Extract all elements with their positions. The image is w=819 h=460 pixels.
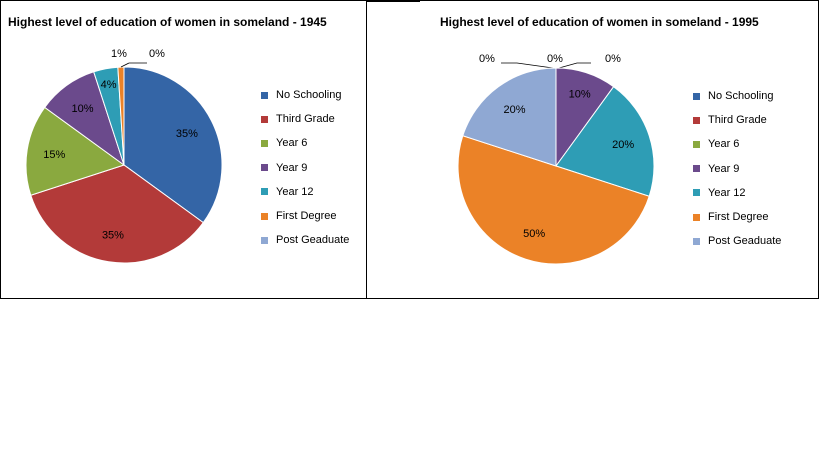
legend-label: Post Geaduate (708, 235, 782, 248)
chart-1945: Highest level of education of women in s… (0, 0, 367, 299)
legend-item: First Degree (261, 204, 349, 228)
legend-swatch (693, 213, 700, 221)
legend-item: Year 12 (693, 181, 781, 205)
legend-label: Third Grade (708, 114, 767, 127)
legend-label: Post Geaduate (276, 234, 350, 247)
pie-slice-year-6 (25, 106, 126, 196)
legend-swatch (693, 165, 700, 173)
legend-label: No Schooling (708, 90, 774, 103)
pie-slice-first-degree (117, 66, 125, 166)
chart-legend: No Schooling Third Grade Year 6 Year 9 Year … (261, 83, 349, 252)
pie-slice-first-degree (457, 135, 650, 265)
divider (366, 0, 420, 2)
legend-swatch (693, 92, 700, 100)
pie-slice-third-grade (30, 164, 204, 264)
data-label: 1% (111, 48, 127, 60)
legend-item: Year 9 (261, 156, 349, 180)
legend-swatch (261, 139, 268, 147)
legend-item: Year 12 (261, 180, 349, 204)
legend-item: Post Geaduate (261, 228, 349, 252)
chart-title: Highest level of education of women in s… (8, 15, 327, 29)
legend-swatch (261, 164, 268, 172)
data-label: 35% (176, 128, 198, 140)
legend-label: No Schooling (276, 89, 342, 102)
legend-item: Post Geaduate (693, 229, 781, 253)
legend-swatch (261, 236, 268, 244)
legend-swatch (693, 237, 700, 245)
pie-slice-year-12 (555, 86, 655, 197)
legend-label: Year 6 (276, 137, 308, 150)
legend-item: Year 6 (693, 132, 781, 156)
pie-slice-post-geaduate (462, 67, 557, 167)
data-label: 0% (479, 53, 495, 65)
chart-title: Highest level of education of women in s… (440, 15, 759, 29)
legend-item: No Schooling (693, 84, 781, 108)
pie-chart: 35% 35% 15% 10% 4% 1% 0% (25, 48, 223, 264)
data-label: 0% (149, 48, 165, 60)
legend-swatch (693, 116, 700, 124)
legend-label: Year 12 (708, 186, 746, 199)
legend-label: First Degree (708, 211, 769, 224)
data-label: 20% (612, 139, 634, 151)
legend-item: Third Grade (693, 108, 781, 132)
legend-item: Year 9 (693, 157, 781, 181)
chart-1995: Highest level of education of women in s… (366, 0, 819, 299)
leader-line (120, 62, 147, 68)
data-label: 10% (569, 88, 591, 100)
data-label: 20% (504, 104, 526, 116)
legend-swatch (261, 212, 268, 220)
pie-slice-no-schooling (123, 66, 223, 224)
data-label: 50% (523, 228, 545, 240)
legend-swatch (261, 188, 268, 196)
legend-label: Year 9 (708, 162, 740, 175)
data-label: 35% (102, 230, 124, 242)
legend-item: Year 6 (261, 131, 349, 155)
leader-line (501, 62, 554, 69)
data-label: 0% (605, 53, 621, 65)
leader-line (558, 62, 591, 69)
data-label: 0% (547, 53, 563, 65)
chart-legend: No Schooling Third Grade Year 6 Year 9 Year … (693, 84, 781, 253)
data-label: 4% (101, 79, 117, 91)
legend-label: Year 12 (276, 185, 314, 198)
legend-item: No Schooling (261, 83, 349, 107)
legend-swatch (693, 189, 700, 197)
legend-swatch (261, 91, 268, 99)
legend-swatch (693, 140, 700, 148)
data-label: 10% (72, 103, 94, 115)
legend-label: Third Grade (276, 113, 335, 126)
legend-swatch (261, 115, 268, 123)
data-label: 15% (43, 149, 65, 161)
legend-label: Year 9 (276, 161, 308, 174)
pie-chart: 0% 0% 0% 10% 20% 50% 20% (457, 53, 655, 265)
legend-item: Third Grade (261, 107, 349, 131)
legend-label: Year 6 (708, 138, 740, 151)
legend-label: First Degree (276, 210, 337, 223)
legend-item: First Degree (693, 205, 781, 229)
